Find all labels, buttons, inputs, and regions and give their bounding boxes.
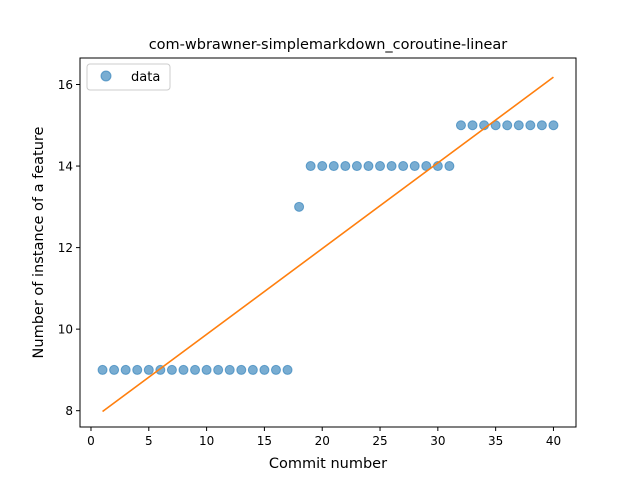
data-point	[351, 161, 362, 172]
x-tick-label: 10	[199, 434, 214, 448]
data-point	[513, 120, 524, 131]
x-tick-label: 35	[488, 434, 503, 448]
axes-frame	[79, 57, 577, 428]
legend-label: data	[131, 70, 160, 85]
data-point	[409, 161, 420, 172]
fit-line	[102, 76, 554, 413]
x-tick-label: 0	[87, 434, 95, 448]
data-point	[375, 161, 386, 172]
data-point	[190, 364, 201, 375]
data-point	[270, 364, 281, 375]
data-point	[132, 364, 143, 375]
data-point	[455, 120, 466, 131]
x-tick-label: 25	[372, 434, 387, 448]
data-point	[363, 161, 374, 172]
y-axis: 8 10 12 14 16	[58, 78, 80, 418]
legend-box	[86, 63, 171, 91]
data-point	[294, 201, 305, 212]
data-point	[548, 120, 559, 131]
legend-marker	[100, 70, 112, 82]
data-point	[143, 364, 154, 375]
data-point	[282, 364, 293, 375]
data-point	[444, 161, 455, 172]
data-point	[502, 120, 513, 131]
plot-area	[97, 76, 559, 413]
data-point	[213, 364, 224, 375]
data-point	[317, 161, 328, 172]
y-tick-label: 14	[58, 160, 73, 174]
legend: data	[86, 63, 171, 91]
y-axis-label: Number of instance of a feature	[31, 126, 47, 358]
data-point	[178, 364, 189, 375]
x-axis: 0 5 10 15 20 25 30 35 40	[87, 427, 561, 448]
data-point	[259, 364, 270, 375]
data-point	[120, 364, 131, 375]
y-tick-label: 12	[58, 241, 73, 255]
data-point	[201, 364, 212, 375]
data-point	[340, 161, 351, 172]
x-tick-label: 40	[546, 434, 561, 448]
data-point	[536, 120, 547, 131]
data-point	[386, 161, 397, 172]
x-tick-label: 20	[315, 434, 330, 448]
x-tick-label: 30	[430, 434, 445, 448]
x-axis-label: Commit number	[269, 456, 387, 472]
x-tick-label: 15	[257, 434, 272, 448]
data-point	[97, 364, 108, 375]
data-point	[467, 120, 478, 131]
data-point	[109, 364, 120, 375]
data-point	[166, 364, 177, 375]
chart-title: com-wbrawner-simplemarkdown_coroutine-li…	[149, 37, 508, 53]
y-tick-label: 16	[58, 78, 73, 92]
y-tick-label: 8	[65, 404, 73, 418]
data-point	[328, 161, 339, 172]
data-point	[398, 161, 409, 172]
x-tick-label: 5	[145, 434, 153, 448]
y-tick-label: 10	[58, 323, 73, 337]
data-point	[247, 364, 258, 375]
data-point	[224, 364, 235, 375]
data-point	[525, 120, 536, 131]
data-point	[236, 364, 247, 375]
data-point	[305, 161, 316, 172]
